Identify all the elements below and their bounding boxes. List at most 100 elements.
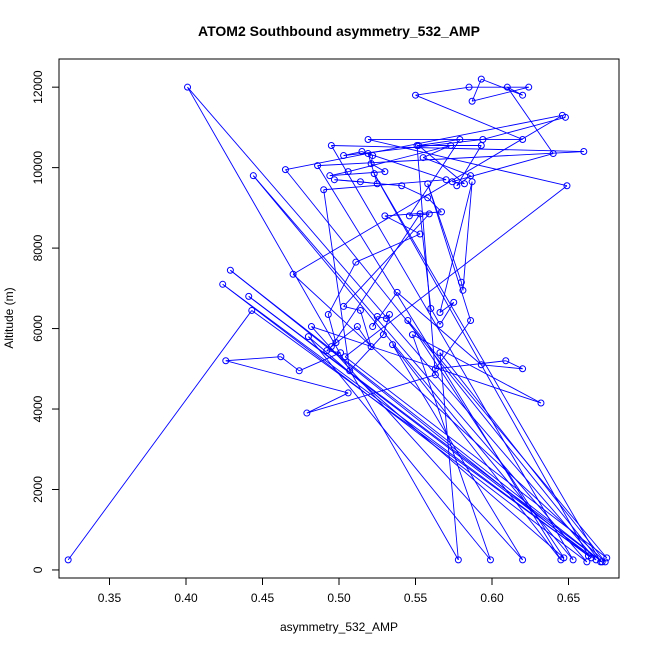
data-point bbox=[601, 558, 609, 566]
data-point bbox=[563, 182, 571, 190]
data-point bbox=[479, 135, 487, 143]
data-point bbox=[560, 554, 568, 562]
series-segment bbox=[415, 86, 470, 96]
series-segment bbox=[344, 356, 608, 559]
series-segment bbox=[356, 326, 372, 347]
data-point bbox=[327, 343, 335, 351]
series-segment bbox=[412, 334, 491, 561]
series-segment bbox=[292, 273, 606, 563]
data-point bbox=[477, 75, 485, 83]
data-point bbox=[438, 208, 446, 216]
series-segment bbox=[373, 173, 602, 563]
series-segment bbox=[187, 86, 597, 561]
data-point bbox=[353, 323, 361, 331]
series-segment bbox=[280, 356, 300, 372]
plot-frame bbox=[58, 58, 620, 579]
x-tick-label: 0.35 bbox=[98, 591, 122, 605]
data-point bbox=[416, 230, 424, 238]
series-segment bbox=[344, 185, 568, 358]
series-segment bbox=[330, 213, 421, 347]
data-point bbox=[373, 312, 381, 320]
data-point bbox=[364, 135, 372, 143]
data-point bbox=[425, 210, 433, 218]
series-segment bbox=[401, 185, 428, 199]
data-point bbox=[459, 286, 467, 294]
x-tick-label: 0.50 bbox=[327, 591, 351, 605]
x-axis-label: asymmetry_532_AMP bbox=[280, 620, 398, 634]
series-segment bbox=[367, 153, 378, 184]
data-point bbox=[467, 172, 475, 180]
series-segment bbox=[311, 326, 542, 404]
data-point bbox=[412, 91, 420, 99]
data-point bbox=[413, 142, 421, 149]
data-point bbox=[369, 152, 377, 160]
data-point bbox=[436, 308, 444, 316]
series-segment bbox=[367, 139, 568, 187]
data-point bbox=[358, 148, 366, 156]
data-point bbox=[569, 556, 577, 564]
series-segment bbox=[329, 171, 385, 177]
data-point bbox=[226, 266, 234, 274]
series-segment bbox=[311, 326, 523, 561]
series-segment bbox=[187, 86, 459, 561]
data-point bbox=[442, 176, 450, 184]
series-segment bbox=[427, 183, 472, 321]
x-tick-label: 0.45 bbox=[251, 591, 275, 605]
series-segment bbox=[471, 78, 482, 102]
data-point bbox=[323, 347, 331, 355]
series-segment bbox=[415, 94, 523, 140]
data-point bbox=[408, 331, 416, 339]
series-segment bbox=[409, 139, 461, 217]
data-point bbox=[340, 152, 348, 160]
y-axis-label: Altitude (m) bbox=[2, 287, 16, 348]
series-segment bbox=[481, 78, 523, 96]
series-segment bbox=[348, 145, 451, 173]
data-point bbox=[340, 302, 348, 310]
data-point bbox=[337, 349, 345, 357]
series-segment bbox=[396, 292, 482, 366]
series-segment bbox=[435, 320, 471, 370]
data-point bbox=[468, 97, 476, 105]
data-point bbox=[427, 304, 435, 312]
y-axis: 0 2000 4000 6000 8000 10000 12000 bbox=[31, 70, 60, 573]
series-segment bbox=[222, 283, 588, 563]
series-segment bbox=[384, 215, 421, 235]
series-segment bbox=[252, 175, 574, 561]
series-segment bbox=[462, 181, 473, 291]
data-point bbox=[393, 288, 401, 296]
series-segment bbox=[367, 153, 447, 181]
data-point bbox=[457, 278, 465, 286]
series-segment bbox=[222, 283, 589, 557]
y-tick-label: 6000 bbox=[31, 315, 45, 342]
series-segment bbox=[308, 336, 491, 561]
y-tick-label: 8000 bbox=[31, 234, 45, 261]
series-segment bbox=[435, 360, 506, 370]
series-segment bbox=[230, 269, 592, 559]
x-axis: 0.35 0.40 0.45 0.50 0.55 0.60 0.65 bbox=[98, 577, 581, 605]
y-tick-label: 10000 bbox=[31, 151, 45, 185]
data-point bbox=[249, 172, 257, 180]
data-point bbox=[330, 176, 338, 184]
series-segment bbox=[225, 356, 281, 362]
data-point bbox=[222, 357, 230, 365]
data-point bbox=[370, 170, 378, 178]
data-point bbox=[467, 317, 475, 325]
data-point bbox=[525, 83, 533, 91]
series-segment bbox=[407, 320, 608, 559]
data-point bbox=[373, 180, 381, 188]
y-tick-label: 0 bbox=[31, 566, 45, 573]
series-segment bbox=[306, 392, 349, 414]
series-segment bbox=[392, 344, 523, 561]
data-point bbox=[398, 182, 406, 190]
series-segment bbox=[326, 342, 337, 352]
data-point bbox=[295, 367, 303, 375]
series-segment bbox=[343, 213, 430, 307]
series-segment bbox=[299, 352, 341, 372]
series-segment bbox=[326, 350, 341, 354]
data-point bbox=[367, 160, 375, 168]
data-point bbox=[324, 310, 332, 318]
data-point bbox=[326, 172, 334, 180]
data-point bbox=[448, 178, 456, 186]
data-point bbox=[332, 339, 340, 347]
data-point bbox=[344, 389, 352, 397]
